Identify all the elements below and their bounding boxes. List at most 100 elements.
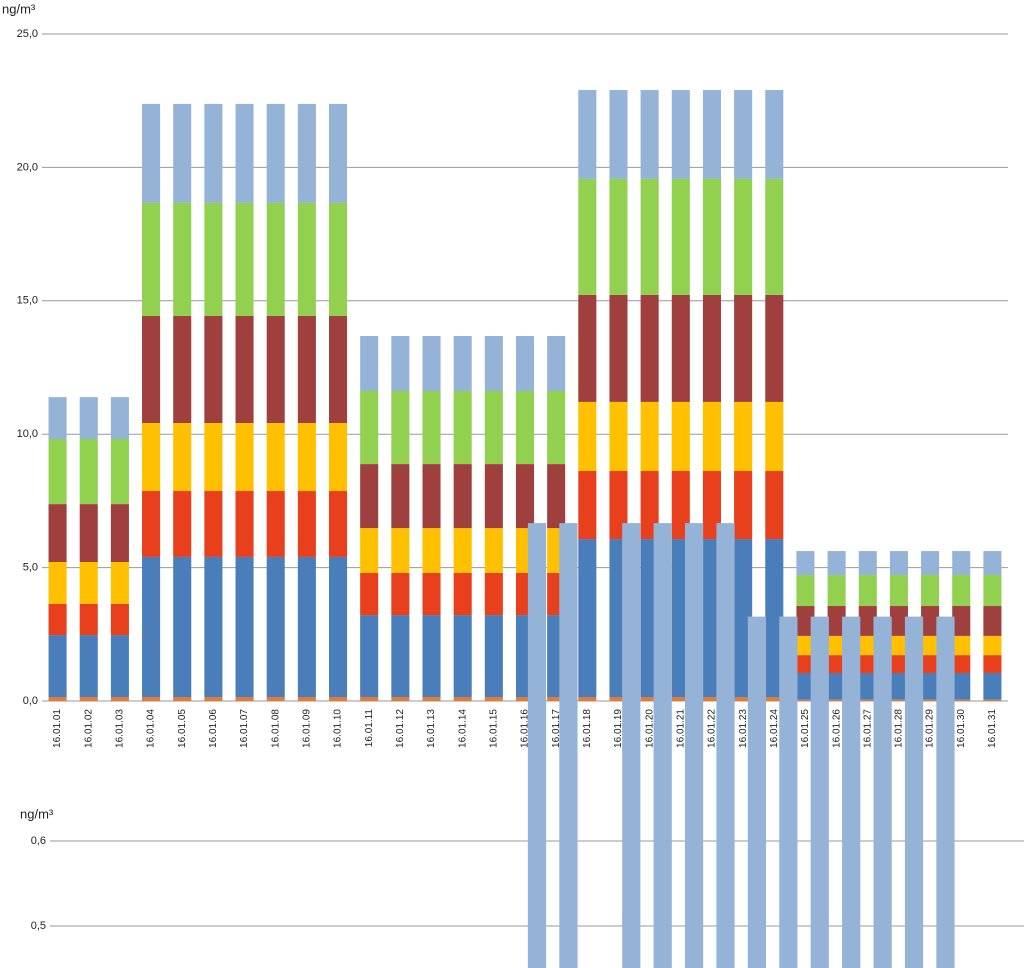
bar-segment xyxy=(360,615,379,697)
bar-segment xyxy=(640,471,659,540)
x-tick-label: 16.01.24 xyxy=(769,709,780,748)
bar-segment xyxy=(858,635,877,656)
bar-segment xyxy=(734,401,753,472)
bar-segment xyxy=(765,401,784,472)
x-tick-label: 16.01.03 xyxy=(115,709,126,748)
y-tick-label: 0,0 xyxy=(23,695,38,707)
bar-segment xyxy=(48,504,67,562)
bar-segment xyxy=(235,316,254,423)
bar-segment xyxy=(235,422,254,492)
bar-segment xyxy=(609,471,628,540)
bar-segment xyxy=(921,635,940,656)
bar-segment xyxy=(779,616,798,968)
bar-segment xyxy=(559,523,578,968)
bar-segment xyxy=(983,606,1002,636)
bar-segment xyxy=(142,556,161,697)
bar-segment xyxy=(297,696,316,701)
bar-segment xyxy=(921,606,940,636)
bar-segment xyxy=(328,556,348,697)
bar-segment xyxy=(702,471,722,540)
y-axis-label: ng/m³ xyxy=(20,806,54,821)
bar-segment xyxy=(827,606,846,636)
bar-segment xyxy=(142,316,161,423)
bar-segment xyxy=(952,606,971,636)
bar-segment xyxy=(235,202,254,317)
bar-segment xyxy=(173,316,192,423)
bar-segment xyxy=(235,491,254,557)
bar-segment xyxy=(889,575,908,607)
bar-segment xyxy=(983,635,1002,656)
bar-segment xyxy=(204,422,223,492)
bar-segment xyxy=(827,635,846,656)
bar-segment xyxy=(827,575,846,607)
bar-segment xyxy=(921,699,940,701)
bar-segment xyxy=(173,103,192,203)
bar-segment xyxy=(266,202,285,317)
bar-segment xyxy=(453,464,472,529)
bar-segment xyxy=(653,523,672,968)
bar-segment xyxy=(453,528,472,573)
bar-segment xyxy=(173,491,192,557)
bar-segment xyxy=(578,471,597,540)
bar-segment xyxy=(453,696,472,701)
x-tick-label: 16.01.10 xyxy=(333,709,344,748)
y-tick-label: 0,5 xyxy=(31,920,46,932)
bar-segment xyxy=(48,561,67,604)
bar-segment xyxy=(110,397,129,440)
bar-segment xyxy=(235,696,254,701)
bar-segment xyxy=(173,202,192,317)
x-tick-label: 16.01.14 xyxy=(457,709,468,748)
bar-segment xyxy=(110,504,129,562)
bar-segment xyxy=(747,616,767,968)
bar-segment xyxy=(796,655,815,673)
bar-segment xyxy=(391,464,410,529)
bar-segment xyxy=(484,696,503,701)
x-tick-label: 16.01.01 xyxy=(52,709,63,748)
bar-segment xyxy=(110,696,129,701)
bar-segment xyxy=(48,635,67,697)
bar-segment xyxy=(671,294,690,402)
x-tick-label: 16.01.17 xyxy=(551,709,562,748)
bar-segment xyxy=(952,672,971,700)
bar-segment xyxy=(983,672,1002,700)
bar-segment xyxy=(110,561,129,604)
bar-segment xyxy=(765,539,784,697)
y-axis-label: ng/m³ xyxy=(2,1,36,16)
bar-segment xyxy=(266,491,285,557)
bar-segment xyxy=(796,699,815,701)
bar-segment xyxy=(360,336,379,391)
bar-segment xyxy=(734,178,753,295)
y-tick-label: 25,0 xyxy=(17,28,38,40)
bar-segment xyxy=(873,616,892,968)
bar-segment xyxy=(889,699,908,701)
bar-segment xyxy=(142,422,161,492)
bar-segment xyxy=(360,464,379,529)
bar-segment xyxy=(547,464,566,529)
bar-segment xyxy=(671,401,690,472)
x-tick-label: 16.01.16 xyxy=(520,709,531,748)
x-tick-label: 16.01.12 xyxy=(395,709,406,748)
bar-segment xyxy=(48,603,67,636)
bar-segment xyxy=(952,635,971,656)
bar-segment xyxy=(422,615,441,697)
bar-segment xyxy=(547,696,566,701)
bar-segment xyxy=(765,178,784,295)
bar-segment xyxy=(391,390,410,465)
bar-segment xyxy=(734,294,753,402)
bar-segment xyxy=(858,551,877,576)
bar-segment xyxy=(983,699,1002,701)
y-tick-label: 15,0 xyxy=(17,295,38,307)
bar-segment xyxy=(983,655,1002,673)
bar-segment xyxy=(827,699,846,701)
x-tick-label: 16.01.22 xyxy=(707,709,718,748)
bar-segment xyxy=(827,655,846,673)
bar-segment xyxy=(173,696,192,701)
bar-segment xyxy=(702,90,722,179)
bar-segment xyxy=(640,401,659,472)
bar-segment xyxy=(204,491,223,557)
bar-segment xyxy=(453,572,472,616)
bar-segment xyxy=(889,606,908,636)
x-tick-label: 16.01.09 xyxy=(302,709,313,748)
bar-segment xyxy=(297,316,316,423)
